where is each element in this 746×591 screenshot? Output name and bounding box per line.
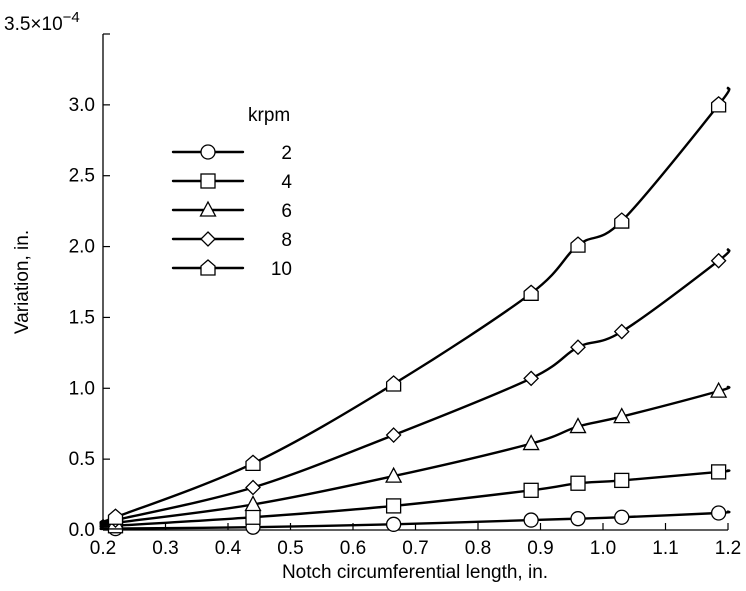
legend-entries: 2 4 6 8 10	[171, 143, 292, 280]
legend-title: krpm	[248, 105, 290, 126]
data-point-square	[710, 464, 727, 480]
legend-entry: 2	[171, 143, 292, 164]
x-tick-label: 1.0	[590, 538, 616, 559]
data-point-diamond	[570, 339, 586, 356]
data-point-pentagon	[523, 284, 539, 301]
series-8-krpm	[99, 248, 731, 528]
x-tick-label: 1.1	[652, 538, 678, 559]
data-point-square	[614, 472, 630, 489]
data-point-pentagon	[570, 236, 586, 253]
legend-entry: 4	[171, 172, 292, 193]
legend-entry: 8	[171, 230, 292, 251]
legend-entry: 10	[171, 259, 292, 280]
y-tick-label: 2.0	[69, 237, 95, 258]
y-tick-label: 0.5	[69, 449, 95, 470]
y-tick-label: 0.0	[69, 520, 95, 541]
data-point-pentagon	[614, 212, 630, 229]
series-10-krpm	[99, 86, 731, 525]
x-ticks: 0.2 0.3 0.4 0.5 0.6 0.7 0.8 0.9 1.0 1.1 1.2	[90, 523, 741, 559]
series-line	[99, 86, 731, 524]
legend-label: 10	[271, 259, 292, 280]
data-point-triangle	[710, 381, 728, 398]
data-point-square	[570, 475, 586, 491]
y-axis-title: Variation, in.	[12, 230, 33, 334]
data-point-pentagon	[107, 508, 124, 525]
y-tick-label: 3.0	[69, 95, 95, 116]
data-point-circle	[710, 505, 727, 521]
data-point-diamond	[523, 370, 540, 387]
x-tick-label: 0.6	[340, 538, 366, 559]
series-6-krpm	[99, 381, 731, 530]
data-point-square	[523, 482, 539, 498]
data-point-pentagon	[710, 96, 727, 113]
data-point-triangle	[385, 466, 403, 483]
series-line	[99, 469, 731, 528]
y-top-label-text: 3.5×10	[4, 14, 63, 35]
y-tick-label: 1.0	[69, 378, 95, 399]
data-point-diamond	[385, 427, 402, 443]
series-line	[99, 248, 731, 525]
axes	[102, 34, 728, 531]
x-axis-title: Notch circumferential length, in.	[282, 562, 548, 583]
data-point-circle	[570, 511, 586, 527]
data-point-triangle	[613, 407, 631, 424]
legend-marker-pentagon	[200, 259, 216, 276]
legend-entry: 6	[171, 200, 292, 222]
data-point-diamond	[245, 479, 261, 496]
legend-marker-triangle	[199, 200, 217, 217]
x-tick-label: 0.2	[90, 538, 116, 559]
y-ticks: 0.0 0.5 1.0 1.5 2.0 2.5 3.0	[69, 33, 110, 541]
y-multiplier-exponent: −4	[63, 9, 80, 26]
legend-label: 4	[281, 172, 292, 193]
data-point-pentagon	[245, 454, 261, 472]
data-point-triangle	[569, 417, 587, 434]
data-point-triangle	[522, 434, 540, 451]
x-tick-label: 0.9	[527, 538, 553, 559]
legend-marker-square	[200, 173, 216, 189]
y-tick-label: 2.5	[69, 166, 95, 187]
legend-label: 6	[281, 201, 292, 222]
x-tick-label: 0.8	[465, 538, 491, 559]
legend: krpm 2 4 6 8 10	[171, 105, 292, 280]
series-line	[99, 385, 731, 527]
x-tick-label: 1.2	[715, 538, 741, 559]
legend-marker-diamond	[200, 231, 216, 247]
x-tick-label: 0.7	[402, 538, 428, 559]
data-point-pentagon	[385, 375, 402, 392]
legend-marker-circle	[200, 144, 216, 160]
y-top-tick-label: 3.5×10−4	[4, 9, 80, 35]
series-layer	[99, 86, 731, 537]
x-tick-label: 0.3	[152, 538, 178, 559]
x-tick-label: 0.5	[277, 538, 303, 559]
y-tick-label: 1.5	[69, 307, 95, 328]
data-point-square	[245, 509, 261, 525]
data-point-triangle	[244, 495, 262, 512]
data-point-circle	[614, 509, 630, 525]
data-point-diamond	[710, 252, 727, 269]
data-point-square	[385, 498, 402, 514]
data-point-diamond	[613, 323, 630, 340]
data-point-circle	[385, 516, 402, 532]
legend-label: 2	[281, 143, 292, 164]
legend-label: 8	[281, 230, 292, 251]
series-line	[99, 510, 731, 531]
x-tick-label: 0.4	[215, 538, 242, 559]
data-point-circle	[523, 512, 539, 528]
